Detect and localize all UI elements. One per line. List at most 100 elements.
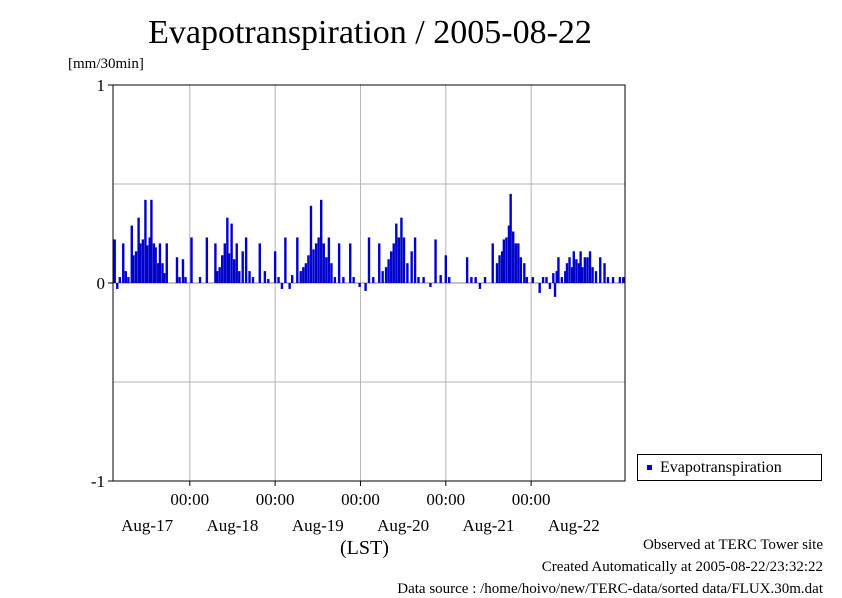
data-bar [557,257,560,283]
data-bar [141,239,145,283]
data-bar [312,249,315,283]
data-bar [413,237,417,283]
data-bar [161,263,164,283]
data-bar [358,283,361,287]
data-bar [127,277,130,283]
x-tick-time-label: 00:00 [170,490,209,509]
data-bar [392,243,395,283]
data-bar [342,277,345,283]
data-bar [263,271,267,283]
data-bar [523,263,526,283]
data-bar [372,277,375,283]
data-bar [384,267,388,283]
data-bar [611,277,615,283]
data-bar [564,271,567,283]
data-bar [400,217,403,283]
data-bar [137,217,140,283]
data-bar [296,237,299,283]
data-bar [588,251,592,283]
x-axis-label: (LST) [340,537,389,559]
data-bar [152,243,156,283]
data-bar [512,231,515,283]
data-bar [302,267,305,283]
data-bar [320,199,323,283]
data-bar [509,193,512,283]
data-bar [618,277,622,283]
data-bar [184,277,187,283]
data-bar [163,273,166,283]
data-bar [165,243,168,283]
data-bar [575,259,578,283]
data-bar [572,251,575,283]
data-bar [531,277,535,283]
footer-data-source: Data source : /home/hoivo/new/TERC-data/… [397,581,823,597]
data-bar [552,273,555,283]
y-axis-unit-label: [mm/30min] [68,56,144,72]
data-bar [309,205,313,283]
data-bar [139,243,142,283]
data-bar [205,237,209,283]
data-bar [232,259,236,283]
data-bar [157,263,160,283]
data-bar [226,217,229,283]
x-tick-time-label: 00:00 [256,490,295,509]
data-bar [235,243,238,283]
legend-label: Evapotranspiration [660,459,782,476]
x-day-label: Aug-21 [462,516,514,535]
data-bar [238,271,241,283]
data-bar [352,277,355,283]
data-bar [190,237,193,283]
data-bar [586,257,589,283]
data-bar [132,255,135,283]
data-bar [367,237,371,283]
data-bar [541,277,545,283]
data-bar [474,277,477,283]
data-bar [154,247,157,283]
data-bar [244,237,248,283]
data-bar [387,259,390,283]
data-bar [116,283,119,289]
data-bar [603,263,606,283]
x-day-label: Aug-22 [548,516,600,535]
data-bar [122,243,125,283]
data-bar [280,283,284,289]
data-bar [333,277,337,283]
data-bar [397,237,401,283]
data-bar [560,277,564,283]
data-bar [594,271,598,283]
data-bar [465,257,469,283]
data-bar [444,255,447,283]
x-tick-time-label: 00:00 [512,490,551,509]
y-tick-label: 1 [97,76,106,95]
data-bar [337,243,341,283]
data-bar [402,237,406,283]
footer-site: Observed at TERC Tower site [642,537,823,553]
data-bar [470,277,473,283]
data-bar [570,267,574,283]
data-bar [330,263,333,283]
data-bar [221,255,224,283]
data-bar [439,275,442,283]
data-bar [322,243,325,283]
data-bar [267,279,270,283]
data-bar [273,251,277,283]
data-bar [498,255,501,283]
data-bar [148,237,151,283]
data-bar [591,267,594,283]
data-bar [134,251,138,283]
data-bar [381,271,384,283]
legend-swatch [647,465,652,470]
footer-created: Created Automatically at 2005-08-22/23:3… [541,559,823,575]
data-bar [251,277,255,283]
data-bar [622,277,625,283]
data-bar [448,277,451,283]
data-bar [227,253,231,283]
y-tick-label: 0 [97,274,106,293]
data-bar [307,255,310,283]
data-bar [230,223,233,283]
data-bar [538,283,541,293]
data-bar [198,277,202,283]
x-tick-time-label: 00:00 [426,490,465,509]
data-bar [325,257,328,283]
data-bar [118,277,122,283]
